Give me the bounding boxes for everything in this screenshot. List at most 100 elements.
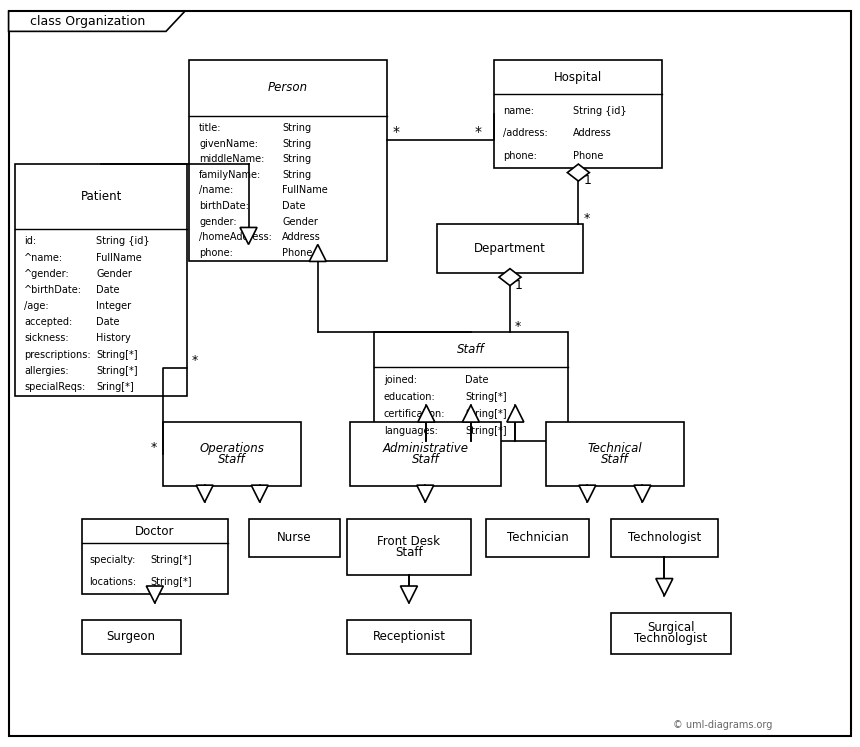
Polygon shape bbox=[251, 485, 268, 502]
Text: phone:: phone: bbox=[503, 151, 537, 161]
Polygon shape bbox=[196, 485, 213, 502]
Text: Staff: Staff bbox=[457, 343, 485, 356]
Text: String[*]: String[*] bbox=[96, 366, 138, 376]
Text: String[*]: String[*] bbox=[465, 392, 507, 402]
Text: Phone: Phone bbox=[282, 248, 312, 258]
Text: Staff: Staff bbox=[601, 453, 629, 466]
Text: Person: Person bbox=[268, 81, 308, 95]
Text: Surgeon: Surgeon bbox=[107, 630, 156, 643]
Text: Surgical: Surgical bbox=[647, 621, 695, 634]
Text: phone:: phone: bbox=[199, 248, 233, 258]
Text: String[*]: String[*] bbox=[96, 350, 138, 359]
Polygon shape bbox=[401, 586, 417, 603]
Text: Date: Date bbox=[96, 285, 120, 295]
Text: *: * bbox=[475, 125, 482, 140]
Polygon shape bbox=[656, 578, 673, 595]
Text: *: * bbox=[192, 354, 198, 367]
Text: Nurse: Nurse bbox=[277, 531, 312, 545]
Text: familyName:: familyName: bbox=[199, 170, 261, 180]
Text: 1: 1 bbox=[515, 279, 523, 291]
Text: ^birthDate:: ^birthDate: bbox=[24, 285, 82, 295]
Text: © uml-diagrams.org: © uml-diagrams.org bbox=[673, 719, 772, 730]
Text: Patient: Patient bbox=[81, 190, 122, 203]
Polygon shape bbox=[507, 405, 524, 422]
Bar bbox=[611, 613, 731, 654]
Polygon shape bbox=[146, 586, 163, 603]
Text: ^name:: ^name: bbox=[24, 252, 63, 262]
Text: Gender: Gender bbox=[282, 217, 318, 226]
Polygon shape bbox=[579, 485, 596, 502]
Text: specialty:: specialty: bbox=[89, 554, 135, 565]
Polygon shape bbox=[499, 269, 521, 285]
Polygon shape bbox=[634, 485, 651, 502]
Bar bbox=[374, 332, 568, 441]
Text: History: History bbox=[96, 333, 131, 344]
Polygon shape bbox=[240, 227, 257, 244]
Text: FullName: FullName bbox=[282, 185, 328, 196]
Text: String: String bbox=[282, 154, 311, 164]
Text: Phone: Phone bbox=[574, 151, 604, 161]
Text: id:: id: bbox=[24, 236, 36, 247]
Text: middleName:: middleName: bbox=[199, 154, 265, 164]
Text: /age:: /age: bbox=[24, 301, 49, 311]
Text: languages:: languages: bbox=[384, 427, 438, 436]
Bar bbox=[611, 519, 718, 557]
Text: sickness:: sickness: bbox=[24, 333, 69, 344]
Text: String[*]: String[*] bbox=[465, 409, 507, 419]
Text: Technician: Technician bbox=[507, 531, 568, 545]
Text: *: * bbox=[515, 320, 521, 333]
Text: String[*]: String[*] bbox=[150, 577, 192, 586]
Text: Operations: Operations bbox=[200, 441, 265, 455]
Polygon shape bbox=[568, 164, 589, 181]
Bar bbox=[163, 422, 301, 486]
Bar bbox=[347, 519, 471, 575]
Text: title:: title: bbox=[199, 123, 222, 133]
Text: locations:: locations: bbox=[89, 577, 136, 586]
Text: Technologist: Technologist bbox=[628, 531, 701, 545]
Text: *: * bbox=[393, 125, 400, 140]
Text: Hospital: Hospital bbox=[554, 70, 603, 84]
Text: Technologist: Technologist bbox=[634, 632, 708, 645]
Text: joined:: joined: bbox=[384, 375, 417, 385]
Text: String: String bbox=[282, 170, 311, 180]
Text: specialReqs:: specialReqs: bbox=[24, 382, 85, 392]
Text: gender:: gender: bbox=[199, 217, 236, 226]
Polygon shape bbox=[463, 405, 479, 422]
Text: Date: Date bbox=[282, 201, 305, 211]
Text: education:: education: bbox=[384, 392, 435, 402]
Text: ^gender:: ^gender: bbox=[24, 269, 70, 279]
Bar bbox=[189, 60, 387, 261]
Bar bbox=[82, 620, 181, 654]
Polygon shape bbox=[310, 244, 326, 261]
Polygon shape bbox=[418, 405, 435, 422]
Text: Staff: Staff bbox=[218, 453, 246, 466]
Text: Front Desk: Front Desk bbox=[378, 535, 440, 548]
Text: class Organization: class Organization bbox=[29, 15, 145, 28]
Text: Doctor: Doctor bbox=[135, 524, 175, 538]
Text: Department: Department bbox=[474, 242, 546, 255]
Text: /name:: /name: bbox=[199, 185, 233, 196]
Text: 1: 1 bbox=[583, 174, 591, 187]
Text: birthDate:: birthDate: bbox=[199, 201, 249, 211]
Text: *: * bbox=[583, 212, 590, 225]
Text: Gender: Gender bbox=[96, 269, 132, 279]
Text: /address:: /address: bbox=[503, 128, 548, 138]
Bar bbox=[347, 620, 471, 654]
Text: Date: Date bbox=[465, 375, 488, 385]
Polygon shape bbox=[9, 11, 185, 31]
Text: Receptionist: Receptionist bbox=[372, 630, 445, 643]
Text: String {id}: String {id} bbox=[96, 236, 150, 247]
Bar bbox=[486, 519, 589, 557]
Text: Address: Address bbox=[282, 232, 321, 242]
Text: String {id}: String {id} bbox=[574, 106, 627, 117]
Text: String: String bbox=[282, 123, 311, 133]
Bar bbox=[82, 519, 228, 594]
Text: /homeAddress:: /homeAddress: bbox=[199, 232, 272, 242]
Text: Integer: Integer bbox=[96, 301, 132, 311]
Text: prescriptions:: prescriptions: bbox=[24, 350, 90, 359]
Bar bbox=[350, 422, 501, 486]
Text: *: * bbox=[150, 441, 157, 454]
Text: String: String bbox=[282, 138, 311, 149]
Text: allergies:: allergies: bbox=[24, 366, 69, 376]
Bar bbox=[494, 60, 662, 168]
